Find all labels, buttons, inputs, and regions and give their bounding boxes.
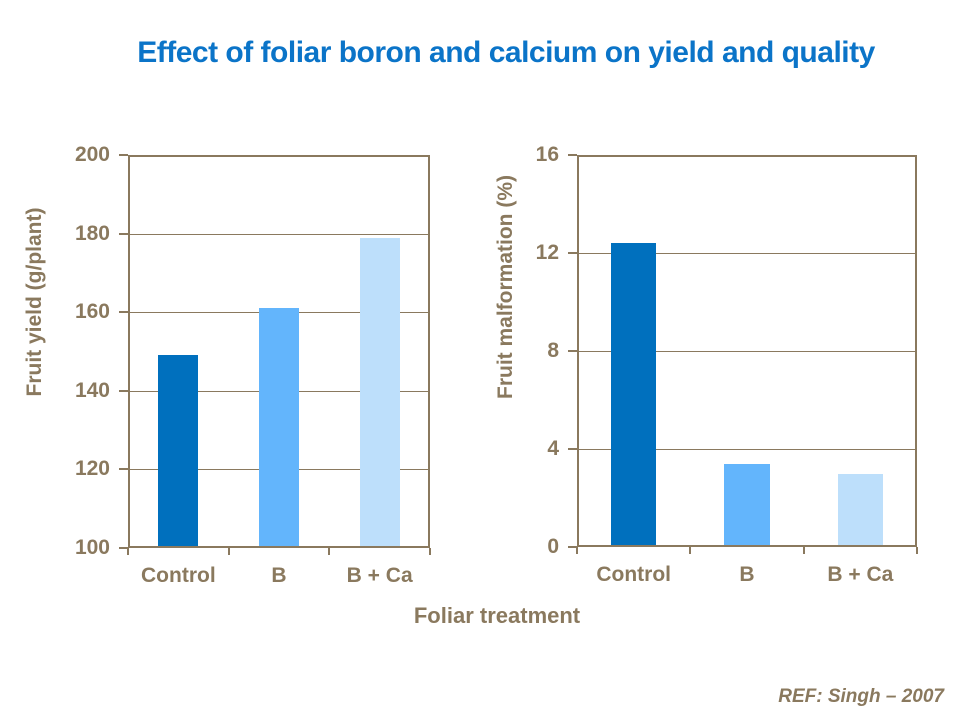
y-tick-label: 0 xyxy=(547,535,559,558)
y-axis-tick xyxy=(568,350,577,352)
x-category-label: B xyxy=(739,563,755,586)
bar-b xyxy=(724,463,770,547)
x-axis-tick xyxy=(328,548,331,555)
x-category-label: Control xyxy=(141,564,216,587)
foliar-treatment-axis-label: Foliar treatment xyxy=(413,603,581,628)
y-axis-tick xyxy=(119,547,128,549)
y-axis-tick xyxy=(568,448,577,450)
x-category-label: Control xyxy=(596,563,671,586)
gridline xyxy=(577,351,917,352)
y-tick-label: 120 xyxy=(74,457,110,481)
x-axis-tick xyxy=(576,547,578,554)
x-category-label: B xyxy=(271,564,287,587)
bar-b-ca xyxy=(359,237,400,548)
fruit-malformation-axis-label: Fruit malformation (%) xyxy=(494,175,517,399)
y-axis-tick xyxy=(568,252,577,254)
y-axis-tick xyxy=(119,468,128,471)
y-axis-tick xyxy=(119,311,128,314)
bar-control xyxy=(158,355,199,548)
y-axis-tick xyxy=(568,546,577,548)
fruit-yield-axis-label: Fruit yield (g/plant) xyxy=(23,207,46,397)
reference-text: REF: Singh – 2007 xyxy=(778,686,944,707)
gridline xyxy=(577,253,917,254)
x-category-label: B + Ca xyxy=(827,563,894,586)
x-axis-tick xyxy=(916,547,918,554)
bar-b-ca xyxy=(837,473,883,547)
x-axis-tick xyxy=(227,548,230,555)
y-tick-label: 200 xyxy=(74,143,110,166)
y-tick-label: 16 xyxy=(535,143,559,166)
y-axis-tick xyxy=(119,232,128,235)
y-tick-label: 4 xyxy=(547,437,559,460)
y-tick-label: 8 xyxy=(547,339,559,362)
y-axis-tick xyxy=(119,389,128,392)
y-axis-tick xyxy=(568,154,577,156)
x-axis-tick xyxy=(802,547,805,554)
y-tick-label: 100 xyxy=(74,536,110,559)
gridline xyxy=(128,233,430,235)
gridline xyxy=(577,449,917,450)
slide-title: Effect of foliar boron and calcium on yi… xyxy=(137,36,875,69)
x-axis-tick xyxy=(429,548,431,555)
y-tick-label: 180 xyxy=(74,221,110,245)
x-axis-tick xyxy=(127,548,129,555)
x-category-label: B + Ca xyxy=(346,564,413,587)
x-axis-tick xyxy=(689,547,692,554)
y-tick-label: 160 xyxy=(74,300,110,324)
bar-b xyxy=(258,308,300,548)
fruit-malformation-chart: Fruit malformation (%) 0 4 8 12 16 Control B B … xyxy=(494,144,918,586)
y-axis-tick xyxy=(119,154,128,156)
bar-control xyxy=(611,243,657,547)
y-tick-label: 140 xyxy=(74,378,110,402)
y-tick-label: 12 xyxy=(535,241,559,264)
fruit-yield-chart: Fruit yield (g/plant) 100 120 140 160 180 200… xyxy=(23,144,431,587)
